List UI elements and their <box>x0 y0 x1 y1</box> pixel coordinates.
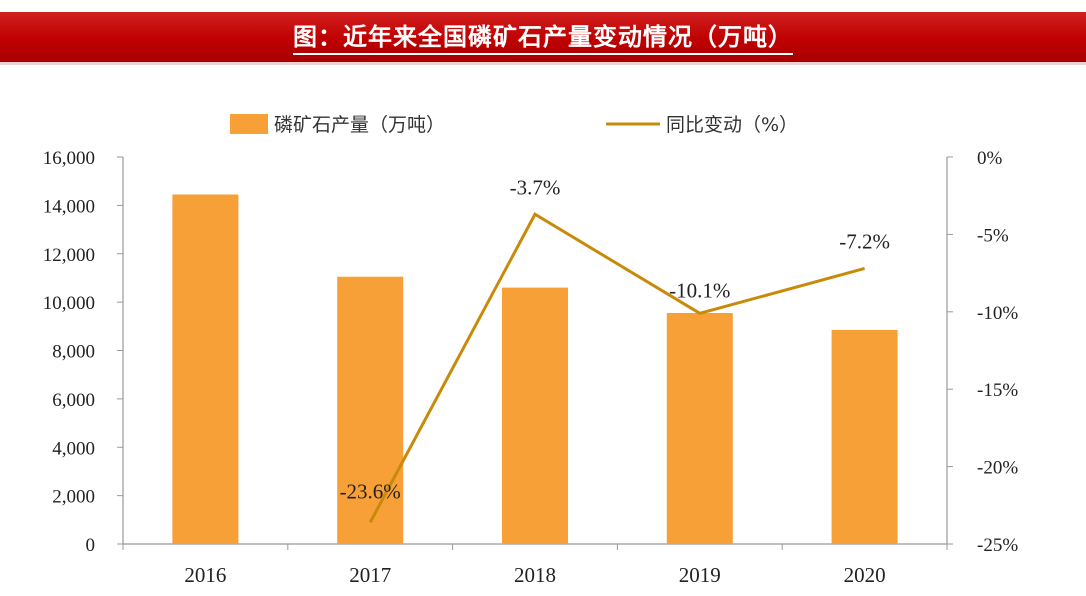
data-label: -10.1% <box>669 278 730 302</box>
line-series <box>368 212 865 524</box>
x-tick-label: 2018 <box>514 563 556 587</box>
legend: 磷矿石产量（万吨） 同比变动（%） <box>230 114 798 136</box>
bar <box>172 194 239 544</box>
right-tick-label: -15% <box>977 380 1018 401</box>
x-tick-label: 2016 <box>184 563 226 587</box>
right-tick-label: 0% <box>977 148 1003 169</box>
bars <box>172 194 898 544</box>
axes: 0 2,000 4,000 6,000 8,000 10,000 12,000 14,000 1… <box>43 148 1019 587</box>
left-tick-label: 8,000 <box>52 342 95 363</box>
data-label: -23.6% <box>340 479 401 503</box>
left-tick-label: 14,000 <box>43 196 95 217</box>
left-tick-label: 4,000 <box>52 438 95 459</box>
x-tick-label: 2017 <box>349 563 391 587</box>
x-tick-label: 2019 <box>679 563 721 587</box>
right-tick-label: -5% <box>977 225 1009 246</box>
data-label: -3.7% <box>510 175 561 199</box>
left-tick-label: 10,000 <box>43 293 95 314</box>
legend-bar-swatch <box>230 114 268 134</box>
right-tick-label: -20% <box>977 458 1018 479</box>
change-line <box>368 212 865 524</box>
data-label: -7.2% <box>839 229 890 253</box>
legend-bar-label: 磷矿石产量（万吨） <box>274 114 445 136</box>
left-tick-label: 6,000 <box>52 390 95 411</box>
chart-title-text: 图：近年来全国磷矿石产量变动情况（万吨） <box>293 23 793 55</box>
data-labels: -23.6% -3.7% -10.1% -7.2% <box>340 175 890 503</box>
right-tick-label: -25% <box>977 535 1018 556</box>
bar <box>666 313 733 544</box>
chart-title: 图：近年来全国磷矿石产量变动情况（万吨） <box>0 12 1086 62</box>
bar <box>337 276 404 544</box>
left-tick-label: 16,000 <box>43 148 95 169</box>
left-tick-label: 12,000 <box>43 245 95 266</box>
right-tick-label: -10% <box>977 303 1018 324</box>
title-banner: 图：近年来全国磷矿石产量变动情况（万吨） <box>0 12 1086 62</box>
x-tick-label: 2020 <box>844 563 886 587</box>
bar <box>502 287 568 544</box>
bar <box>831 329 898 544</box>
legend-line-label: 同比变动（%） <box>666 114 798 136</box>
left-tick-label: 0 <box>86 535 96 556</box>
left-tick-label: 2,000 <box>52 487 95 508</box>
